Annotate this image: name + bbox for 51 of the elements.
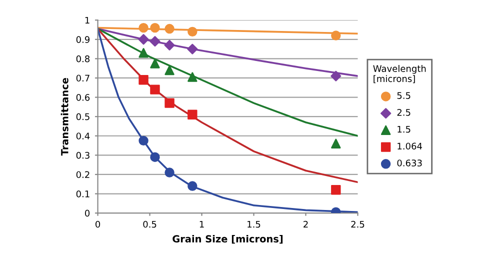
point [331, 185, 341, 195]
y-tick-label: 0 [84, 210, 90, 217]
y-tick-label: 0.5 [76, 113, 90, 120]
y-tick-label: 1 [85, 16, 90, 24]
x-tick-label: 0 [96, 220, 100, 228]
line-series [98, 28, 358, 184]
point [188, 110, 198, 120]
point [138, 136, 148, 146]
y-tick-label: 0.3 [76, 152, 90, 159]
point [331, 138, 341, 148]
legend-title: Wavelength [microns] [373, 65, 426, 84]
point [138, 48, 148, 58]
y-tick-label: 0.1 [76, 190, 90, 198]
point [150, 84, 160, 94]
legend-label: 1.5 [398, 126, 410, 133]
point [150, 152, 160, 162]
y-tick-label: 0.7 [76, 74, 90, 82]
point [188, 26, 198, 37]
point [138, 22, 148, 33]
point [164, 40, 175, 50]
point [150, 22, 160, 33]
y-tick-label: 0.4 [76, 132, 90, 140]
x-tick-label: 0.5 [143, 220, 156, 228]
point [138, 75, 148, 85]
x-tick-label: 2 [304, 220, 308, 228]
y-tick-label: 0.9 [76, 36, 90, 43]
legend-label: 2.5 [397, 108, 410, 116]
x-tick-label: 1 [200, 220, 204, 228]
x-tick-label: 2.5 [351, 220, 364, 228]
point [331, 30, 341, 40]
point [330, 70, 342, 82]
line-series [98, 28, 358, 137]
point [150, 58, 160, 68]
point [164, 98, 174, 108]
point [164, 24, 174, 34]
y-tick-label: 0.2 [76, 171, 90, 178]
x-tick-label: 1.5 [248, 220, 260, 228]
y-axis-title: Transmittance [60, 78, 68, 156]
legend-label: 1.064 [398, 142, 422, 150]
legend-label: 0.633 [397, 160, 422, 166]
x-axis-title: Grain Size [microns] [172, 234, 283, 244]
point [187, 44, 198, 54]
point [138, 34, 149, 45]
point [150, 36, 160, 47]
point [188, 181, 198, 191]
point [164, 65, 174, 76]
y-tick-label: 0.8 [76, 55, 90, 62]
point [188, 72, 198, 82]
y-tick-label: 0.6 [76, 94, 90, 101]
point [164, 168, 174, 178]
legend-label: 5.5 [397, 92, 410, 99]
